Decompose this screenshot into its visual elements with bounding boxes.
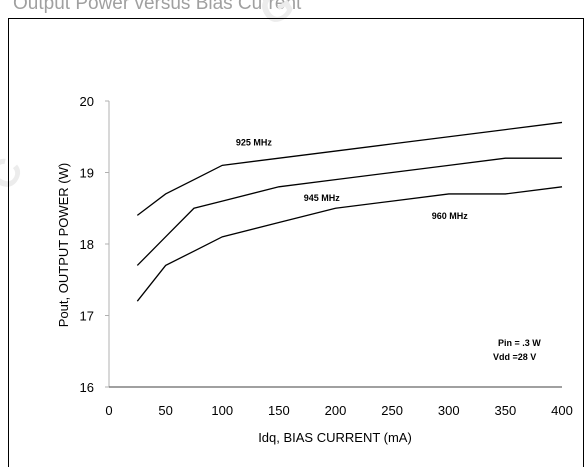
axes xyxy=(108,101,562,388)
x-tick-label: 250 xyxy=(381,403,403,418)
annotation-pin: Pin = .3 W xyxy=(498,338,541,348)
series-lines xyxy=(136,121,563,302)
y-tick-label: 18 xyxy=(80,237,94,252)
x-tick-label: 200 xyxy=(325,403,347,418)
x-tick-label: 0 xyxy=(105,403,112,418)
y-tick-label: 17 xyxy=(80,309,94,324)
series-label: 945 MHz xyxy=(304,193,341,203)
y-tick-label: 19 xyxy=(80,166,94,181)
annotation-vdd: Vdd =28 V xyxy=(493,352,536,362)
x-tick-label: 150 xyxy=(268,403,290,418)
x-tick-labels: 0 50 100 150 200 250 300 350 400 xyxy=(105,403,572,418)
x-axis-title: Idq, BIAS CURRENT (mA) xyxy=(258,430,412,445)
x-tick-label: 50 xyxy=(158,403,172,418)
x-tick-label: 400 xyxy=(551,403,573,418)
chart-frame xyxy=(8,18,584,467)
y-tick-label: 16 xyxy=(80,380,94,395)
series-line xyxy=(136,121,563,216)
series-line xyxy=(136,186,563,302)
x-tick-label: 350 xyxy=(495,403,517,418)
y-axis-title: Pout, OUTPUT POWER (W) xyxy=(56,163,71,327)
y-tick-label: 20 xyxy=(80,94,94,109)
x-tick-label: 100 xyxy=(211,403,233,418)
series-line xyxy=(136,157,562,266)
page-header-text: Output Power versus Bias Current xyxy=(13,0,302,14)
y-tick-labels: 16 17 18 19 20 xyxy=(80,94,109,395)
series-label: 925 MHz xyxy=(236,137,273,147)
series-labels: 925 MHz 945 MHz 960 MHz xyxy=(236,137,468,221)
series-label: 960 MHz xyxy=(432,211,469,221)
x-tick-label: 300 xyxy=(438,403,460,418)
